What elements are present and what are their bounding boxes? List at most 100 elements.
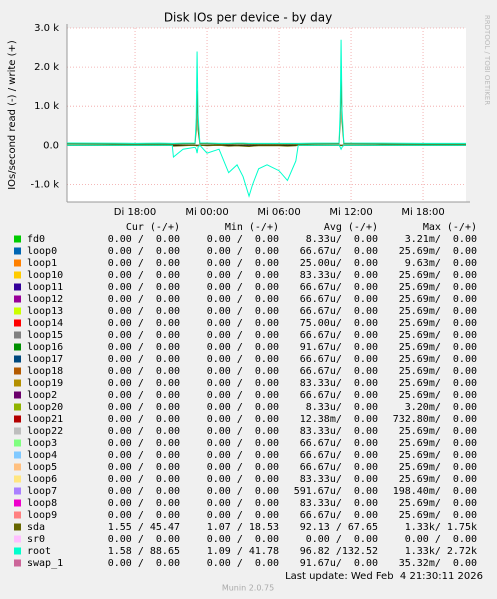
legend-value: 92.13 / 67.65: [300, 522, 378, 533]
legend-value: 25.69m/ 0.00: [399, 294, 477, 305]
legend-label: loop8: [27, 498, 57, 509]
legend-value: 25.69m/ 0.00: [399, 462, 477, 473]
legend-value: 1.55 / 45.47: [108, 522, 180, 533]
legend-value: 83.33u/ 0.00: [300, 426, 378, 437]
last-update: Last update: Wed Feb 4 21:30:11 2026: [285, 571, 483, 582]
y-tick-label: 2.0 k: [34, 62, 59, 73]
legend-label: loop12: [27, 294, 63, 305]
legend-swatch: [14, 511, 21, 519]
legend-value: 66.67u/ 0.00: [300, 282, 378, 293]
legend-value: 0.00 / 0.00: [108, 510, 180, 521]
legend-value: 66.67u/ 0.00: [300, 450, 378, 461]
legend-value: 12.38m/ 0.00: [300, 414, 378, 425]
legend-value: 66.67u/ 0.00: [300, 246, 378, 257]
y-tick-label: -1.0 k: [31, 179, 60, 190]
legend-label: loop15: [27, 330, 63, 341]
legend-value: 3.20m/ 0.00: [405, 402, 477, 413]
legend-value: 0.00 / 0.00: [207, 426, 279, 437]
legend-value: 25.69m/ 0.00: [399, 270, 477, 281]
legend-value: 0.00 / 0.00: [306, 534, 378, 545]
series-line: [66, 39, 466, 144]
legend-value: 66.67u/ 0.00: [300, 438, 378, 449]
legend-label: loop22: [27, 426, 63, 437]
legend-value: 25.69m/ 0.00: [399, 426, 477, 437]
legend-swatch: [14, 331, 21, 339]
y-tick-label: 0.0: [43, 140, 59, 151]
legend-value: 66.67u/ 0.00: [300, 366, 378, 377]
legend-swatch: [14, 283, 21, 291]
legend-swatch: [14, 547, 21, 555]
legend-value: 0.00 / 0.00: [207, 366, 279, 377]
legend-swatch: [14, 379, 21, 387]
legend-label: loop3: [27, 438, 57, 449]
legend-value: 25.69m/ 0.00: [399, 366, 477, 377]
legend-swatch: [14, 259, 21, 267]
legend-value: 0.00 / 0.00: [207, 246, 279, 257]
legend-label: loop14: [27, 318, 63, 329]
legend-label: sda: [27, 522, 45, 533]
legend-label: loop10: [27, 270, 63, 281]
legend-value: 0.00 / 0.00: [108, 474, 180, 485]
legend-swatch: [14, 487, 21, 495]
legend-swatch: [14, 391, 21, 399]
legend-value: 83.33u/ 0.00: [300, 498, 378, 509]
y-axis-label: IOs/second read (-) / write (+): [7, 40, 18, 190]
legend-label: loop21: [27, 414, 63, 425]
legend-label: loop16: [27, 342, 63, 353]
legend-value: 25.00u/ 0.00: [300, 258, 378, 269]
legend-value: 0.00 / 0.00: [108, 438, 180, 449]
legend-value: 66.67u/ 0.00: [300, 330, 378, 341]
legend-value: 0.00 / 0.00: [207, 234, 279, 245]
legend-label: loop9: [27, 510, 57, 521]
legend-value: 25.69m/ 0.00: [399, 342, 477, 353]
x-tick-label: Di 18:00: [114, 207, 156, 218]
legend-label: loop2: [27, 390, 57, 401]
legend-label: loop11: [27, 282, 63, 293]
legend-value: 0.00 / 0.00: [207, 474, 279, 485]
legend-value: 0.00 / 0.00: [108, 270, 180, 281]
legend-value: 0.00 / 0.00: [207, 438, 279, 449]
legend-label: sr0: [27, 534, 45, 545]
legend-value: 0.00 / 0.00: [108, 330, 180, 341]
legend-value: 0.00 / 0.00: [207, 402, 279, 413]
legend-value: 66.67u/ 0.00: [300, 390, 378, 401]
legend-value: 0.00 / 0.00: [108, 246, 180, 257]
legend-label: swap_1: [27, 558, 63, 569]
x-tick-label: Mi 00:00: [185, 207, 228, 218]
legend-swatch: [14, 343, 21, 351]
legend-value: 0.00 / 0.00: [108, 402, 180, 413]
legend-value: 83.33u/ 0.00: [300, 474, 378, 485]
legend-swatch: [14, 499, 21, 507]
legend-value: 1.33k/ 2.72k: [405, 546, 477, 557]
legend-value: 0.00 / 0.00: [108, 390, 180, 401]
legend-value: 25.69m/ 0.00: [399, 306, 477, 317]
chart-title: Disk IOs per device - by day: [164, 11, 332, 25]
legend-label: loop1: [27, 258, 57, 269]
legend-label: loop17: [27, 354, 63, 365]
legend-swatch: [14, 427, 21, 435]
legend-value: 25.69m/ 0.00: [399, 510, 477, 521]
legend-header: Avg (-/+): [324, 222, 378, 233]
legend-value: 0.00 / 0.00: [108, 534, 180, 545]
legend-value: 0.00 / 0.00: [405, 534, 477, 545]
legend-value: 25.69m/ 0.00: [399, 450, 477, 461]
legend-value: 0.00 / 0.00: [207, 354, 279, 365]
legend-value: 0.00 / 0.00: [108, 342, 180, 353]
legend-value: 3.21m/ 0.00: [405, 234, 477, 245]
legend-swatch: [14, 367, 21, 375]
legend-label: loop13: [27, 306, 63, 317]
legend-value: 91.67u/ 0.00: [300, 558, 378, 569]
legend-value: 0.00 / 0.00: [108, 354, 180, 365]
legend-swatch: [14, 403, 21, 411]
legend-value: 9.63m/ 0.00: [405, 258, 477, 269]
legend-value: 66.67u/ 0.00: [300, 294, 378, 305]
legend-value: 591.67u/ 0.00: [294, 486, 378, 497]
x-tick-label: Mi 18:00: [401, 207, 444, 218]
legend-value: 0.00 / 0.00: [207, 378, 279, 389]
legend-value: 0.00 / 0.00: [108, 234, 180, 245]
legend-value: 0.00 / 0.00: [108, 414, 180, 425]
legend-label: loop19: [27, 378, 63, 389]
legend-value: 0.00 / 0.00: [207, 558, 279, 569]
legend-value: 25.69m/ 0.00: [399, 390, 477, 401]
